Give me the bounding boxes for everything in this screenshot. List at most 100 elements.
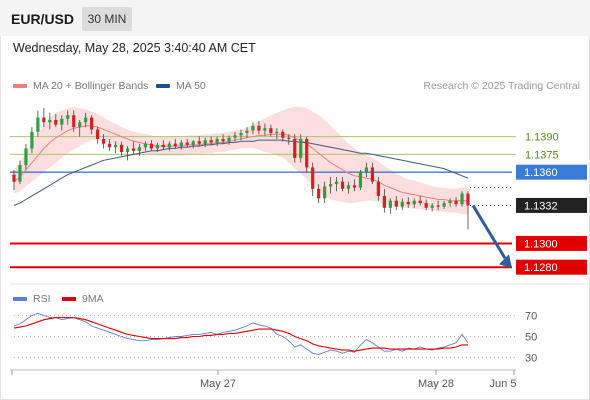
candle xyxy=(418,200,422,204)
chart-header: EUR/USD 30 MIN xyxy=(0,0,590,36)
ma50-line xyxy=(13,139,469,206)
candle xyxy=(48,119,52,123)
candle xyxy=(370,167,375,182)
candle xyxy=(317,188,321,199)
legend-ma50: MA 50 xyxy=(156,80,206,92)
candle xyxy=(448,200,452,204)
candle xyxy=(18,165,22,182)
candle xyxy=(30,131,34,149)
candle xyxy=(233,135,237,138)
candle xyxy=(239,133,243,136)
candle xyxy=(42,117,46,123)
candle xyxy=(107,143,112,148)
research-credit: Research © 2025 Trading Central xyxy=(423,80,580,92)
candle xyxy=(215,138,219,143)
timeframe-button[interactable]: 30 MIN xyxy=(82,7,132,31)
rsi-tick-30: 30 xyxy=(525,353,537,365)
candle xyxy=(155,144,159,149)
candle xyxy=(460,193,464,205)
candle xyxy=(329,184,333,187)
candle xyxy=(90,117,94,130)
candle xyxy=(54,119,58,125)
resistance-value-1.1375: 1.1375 xyxy=(525,149,559,161)
resistance-value-1.1390: 1.1390 xyxy=(525,132,559,144)
candle xyxy=(209,140,213,143)
candle xyxy=(227,137,231,142)
candle xyxy=(442,203,446,207)
forecast-arrow-shaft xyxy=(471,204,507,259)
candle xyxy=(185,142,189,145)
pivot-tag xyxy=(516,164,587,180)
candle xyxy=(131,148,136,151)
rsi-tick-50: 50 xyxy=(525,332,537,344)
legend-ma20: MA 20 + Bollinger Bands xyxy=(13,80,148,92)
candle xyxy=(102,138,106,144)
rsi-line xyxy=(13,312,469,355)
candle xyxy=(12,174,16,182)
candle xyxy=(382,195,386,208)
candle xyxy=(137,147,142,151)
candle xyxy=(352,185,357,188)
bollinger-band xyxy=(14,106,468,215)
support-value-1.1280: 1.1280 xyxy=(524,262,558,274)
candle xyxy=(287,137,291,139)
legend-ma20-swatch xyxy=(13,84,27,89)
candle xyxy=(143,143,148,148)
candle xyxy=(293,138,297,158)
legend-ma20-label: MA 20 + Bollinger Bands xyxy=(33,80,149,92)
candle xyxy=(466,193,470,206)
candle xyxy=(167,143,171,148)
candle xyxy=(149,143,153,149)
candle xyxy=(24,148,28,166)
candle xyxy=(358,172,363,188)
chart-datetime: Wednesday, May 28, 2025 3:40:40 AM CET xyxy=(13,41,256,55)
pivot-value: 1.1360 xyxy=(524,167,558,179)
candle xyxy=(436,205,440,207)
candle xyxy=(84,117,88,123)
candle xyxy=(60,118,64,125)
candle xyxy=(125,148,130,152)
candle xyxy=(161,144,165,148)
last-price-tag xyxy=(516,197,587,213)
candle xyxy=(96,129,100,139)
candle xyxy=(299,138,303,158)
candle xyxy=(323,186,327,199)
legend-9ma-swatch xyxy=(62,297,76,301)
candle xyxy=(376,181,380,196)
candle xyxy=(406,201,410,205)
candle xyxy=(346,185,351,189)
candle xyxy=(36,117,40,132)
candle xyxy=(364,167,369,173)
candle xyxy=(119,144,124,152)
candle xyxy=(281,131,285,138)
candle xyxy=(412,200,416,205)
legend-ma50-label: MA 50 xyxy=(176,80,206,92)
support-tag-1.1300 xyxy=(516,235,587,251)
candle xyxy=(305,138,309,168)
time-axis-label: May 28 xyxy=(418,378,454,390)
legend-rsi-label: RSI xyxy=(33,293,51,305)
forecast-arrow-head xyxy=(499,254,512,269)
candle xyxy=(424,203,428,208)
candle xyxy=(203,140,207,144)
candle xyxy=(340,181,345,189)
support-value-1.1300: 1.1300 xyxy=(524,238,558,250)
support-tag-1.1280 xyxy=(516,259,587,275)
candle xyxy=(179,142,183,147)
rsi-panel: RSI 9MA 70 50 30 xyxy=(13,293,537,365)
legend-9ma-label: 9MA xyxy=(82,293,104,305)
candle xyxy=(221,138,225,142)
candle xyxy=(334,181,339,185)
candle xyxy=(430,205,434,208)
candle xyxy=(66,115,70,119)
symbol-label: EUR/USD xyxy=(11,11,75,27)
candle xyxy=(275,131,279,133)
candle xyxy=(400,201,404,207)
candle xyxy=(257,125,261,131)
rsi-tick-70: 70 xyxy=(525,311,537,323)
candle xyxy=(454,200,458,205)
last-price-value: 1.1332 xyxy=(524,200,558,212)
candle xyxy=(72,115,76,128)
